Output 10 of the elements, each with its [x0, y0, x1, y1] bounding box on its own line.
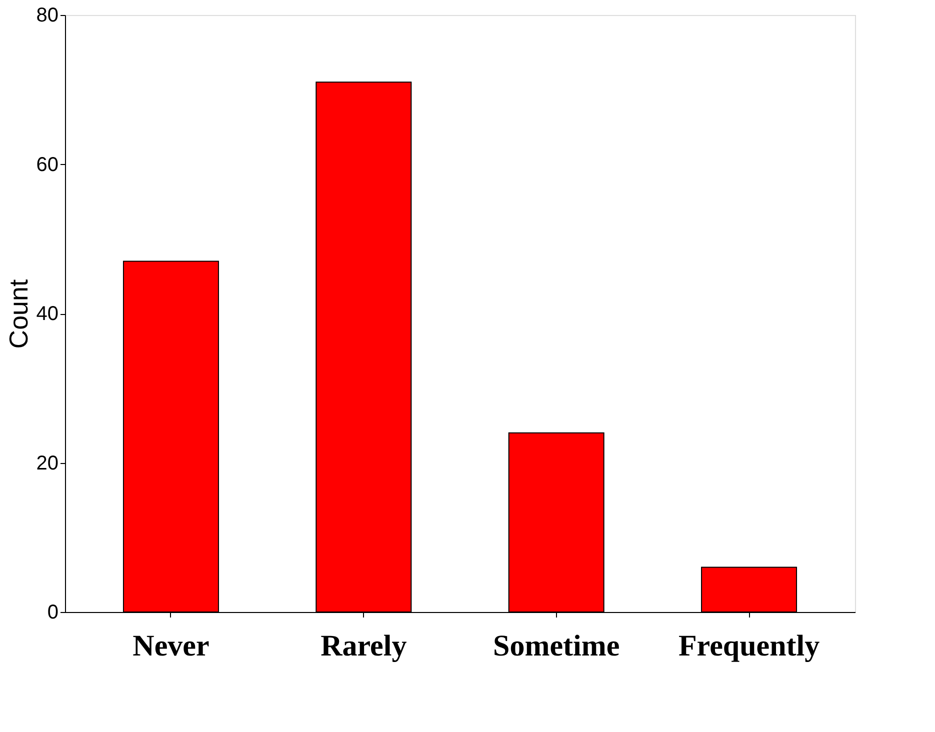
y-axis-title: Count: [3, 278, 34, 349]
y-tick-label: 20: [36, 452, 58, 474]
x-tick-label: Rarely: [320, 630, 407, 662]
x-tick-label: Sometime: [493, 630, 620, 662]
x-tick-label: Frequently: [678, 630, 820, 662]
y-tick-label: 40: [36, 303, 58, 325]
y-tick-label: 80: [36, 4, 58, 26]
x-tick-label: Never: [132, 630, 210, 662]
y-tick-label: 60: [36, 154, 58, 176]
y-tick-label: 0: [47, 602, 58, 624]
